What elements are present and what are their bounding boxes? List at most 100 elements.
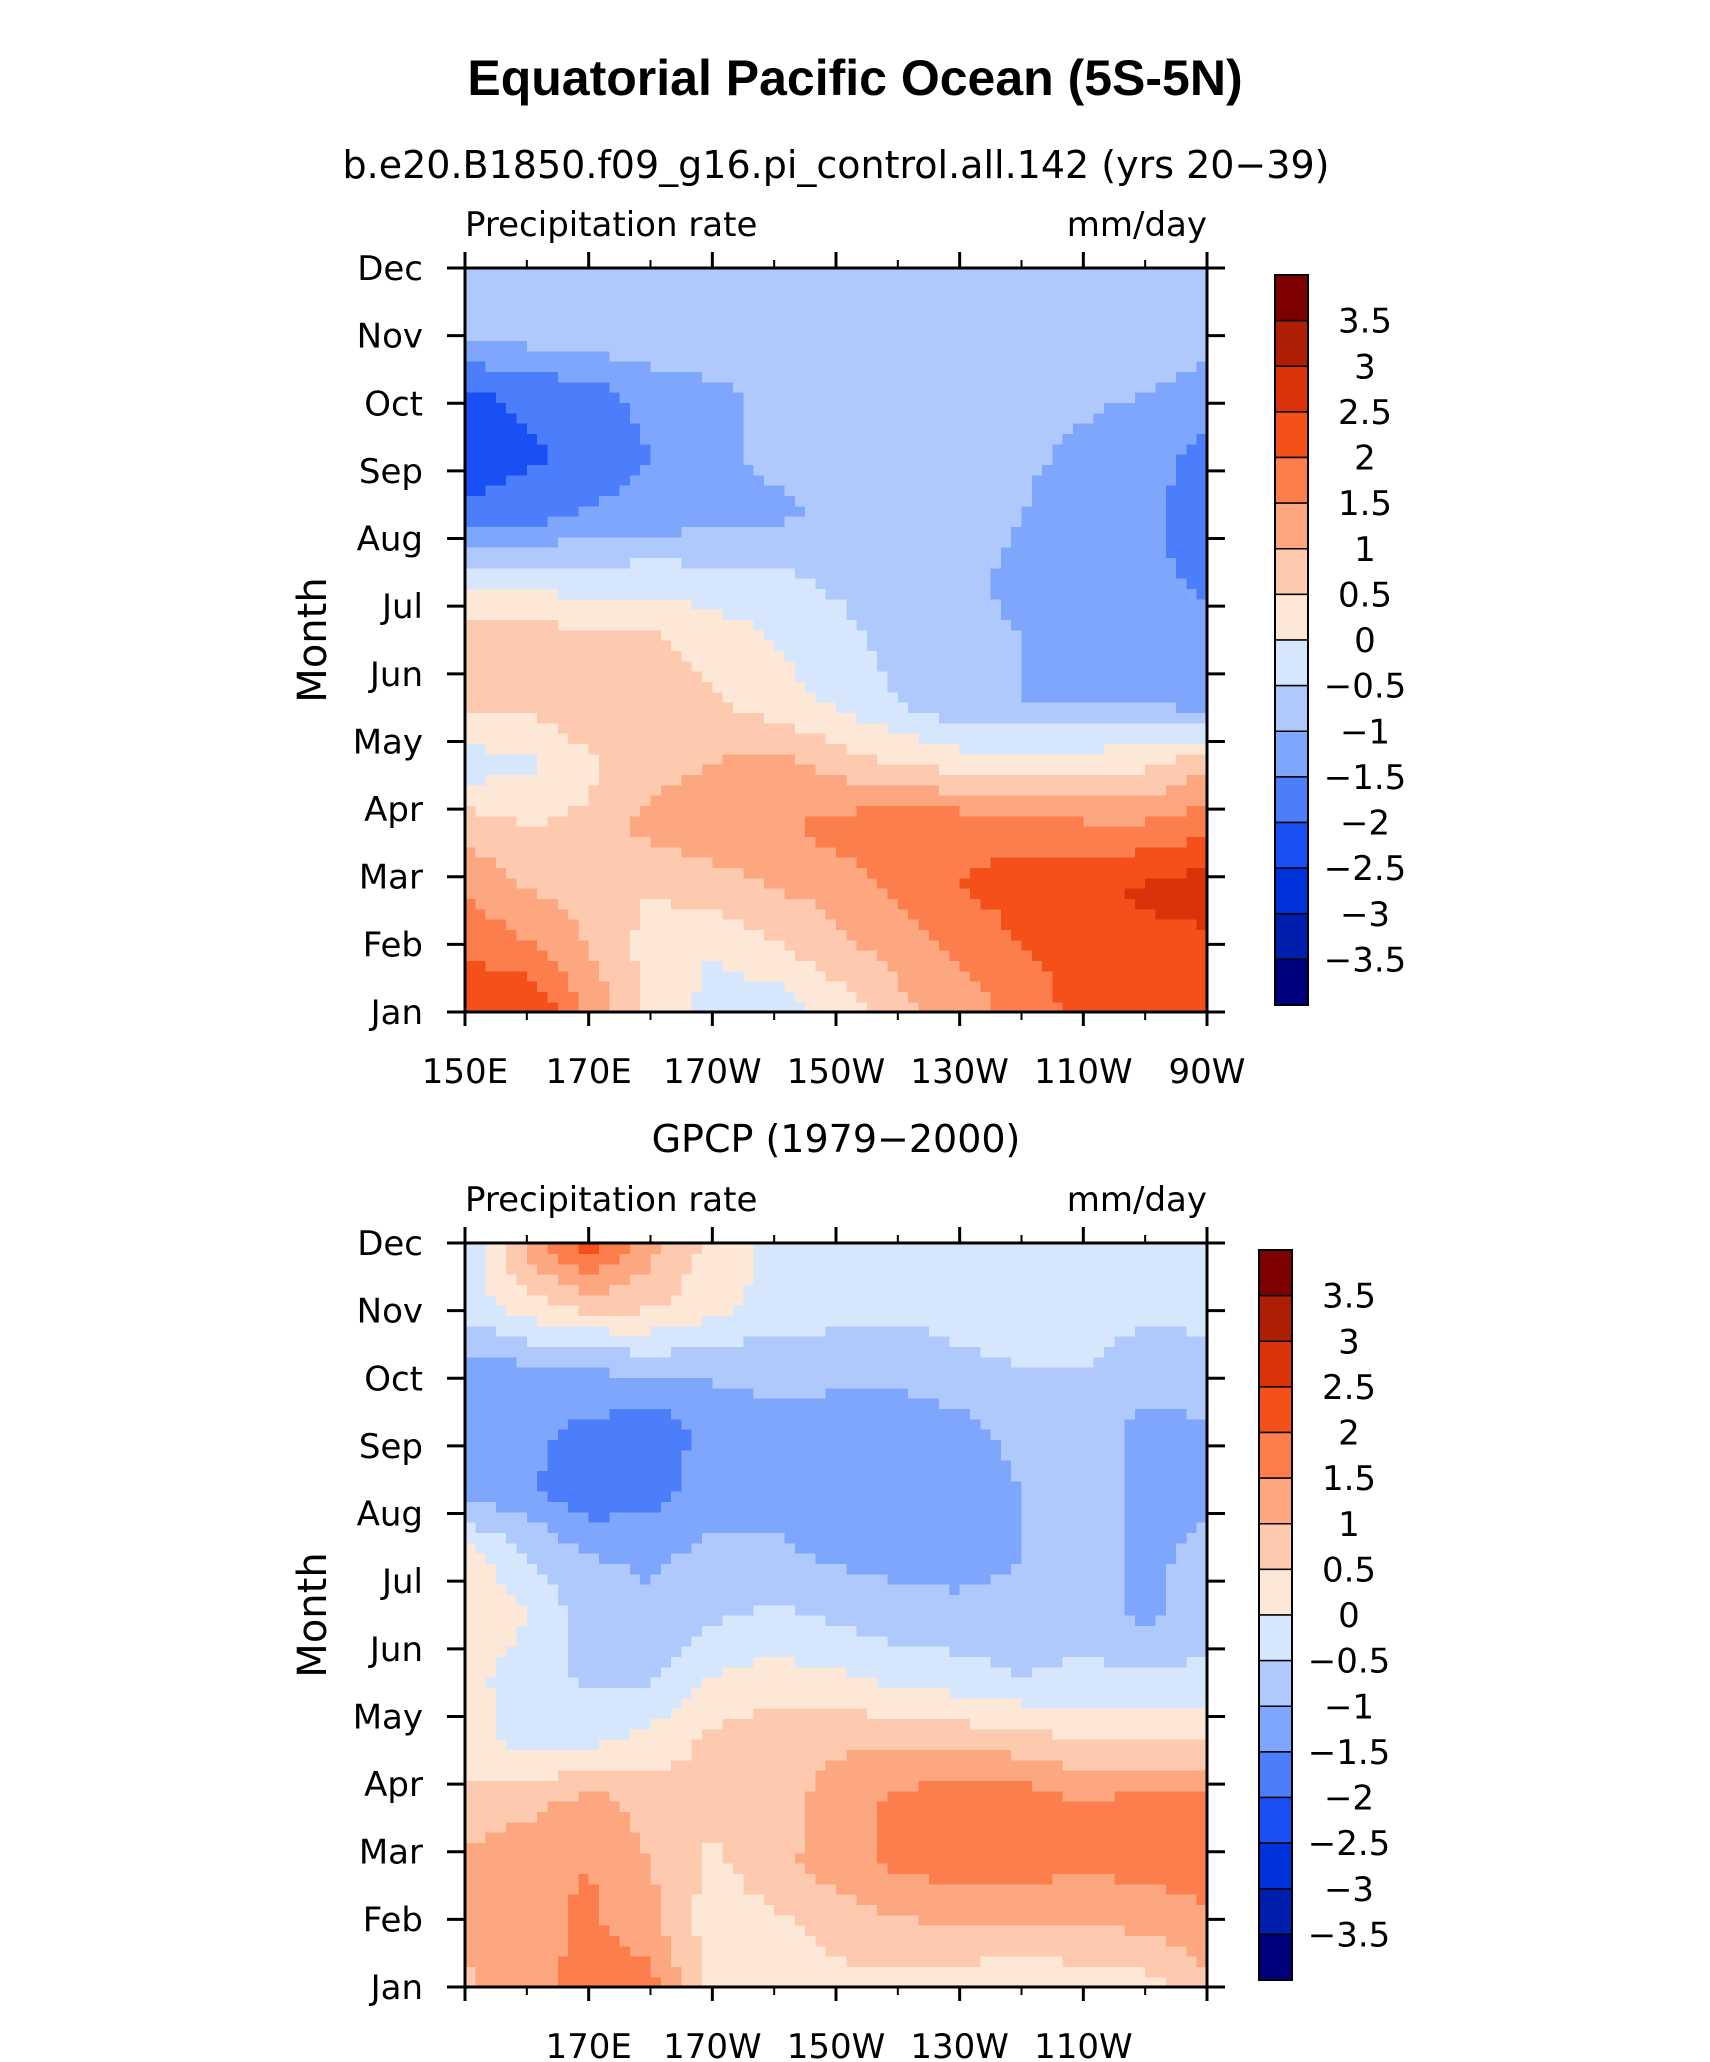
field-cell <box>1052 340 1064 352</box>
field-cell <box>722 1001 734 1013</box>
field-cell <box>1093 815 1105 827</box>
field-cell <box>1000 330 1012 341</box>
field-cell <box>897 650 909 662</box>
field-cell <box>465 598 476 610</box>
field-cell <box>990 753 1002 765</box>
field-cell <box>671 340 683 352</box>
field-cell <box>959 526 971 538</box>
field-cell <box>1062 908 1074 920</box>
field-cell <box>650 340 662 352</box>
field-cell <box>619 299 631 310</box>
field-cell <box>897 495 909 507</box>
field-cell <box>918 588 930 600</box>
field-cell <box>1134 846 1146 858</box>
field-cell <box>650 381 662 393</box>
field-cell <box>1093 929 1105 941</box>
field-cell <box>588 381 600 393</box>
field-cell <box>1000 970 1012 982</box>
field-cell <box>629 268 641 279</box>
field-cell <box>753 495 765 507</box>
field-cell <box>1176 857 1187 868</box>
field-cell <box>887 784 899 796</box>
field-cell <box>609 412 621 424</box>
field-cell <box>949 350 961 362</box>
field-cell <box>465 278 476 290</box>
field-cell <box>753 929 765 941</box>
field-cell <box>681 268 693 279</box>
field-cell <box>568 598 579 610</box>
field-cell <box>1145 826 1157 837</box>
field-cell <box>619 702 631 713</box>
field-cell <box>495 888 507 899</box>
field-cell <box>671 309 683 321</box>
field-cell <box>526 671 538 682</box>
field-cell <box>815 857 827 868</box>
field-cell <box>877 433 889 445</box>
field-cell <box>1103 619 1115 631</box>
field-cell <box>753 753 765 765</box>
field-cell <box>959 578 971 589</box>
field-cell <box>846 660 858 672</box>
field-cell <box>506 867 518 879</box>
field-cell <box>969 722 981 734</box>
field-cell <box>1155 505 1167 517</box>
field-cell <box>939 857 950 868</box>
field-cell <box>1052 660 1064 672</box>
field-cell <box>465 712 476 724</box>
field-cell <box>681 836 693 848</box>
field-cell <box>743 898 755 910</box>
field-cell <box>650 288 662 300</box>
field-cell <box>1145 784 1157 796</box>
field-cell <box>1165 970 1177 982</box>
field-cell <box>908 888 920 899</box>
field-cell <box>990 340 1002 352</box>
field-cell <box>959 609 971 620</box>
field-cell <box>1031 702 1043 713</box>
field-cell <box>980 908 992 920</box>
field-cell <box>629 567 641 579</box>
field-cell <box>805 319 816 331</box>
field-cell <box>516 826 528 837</box>
field-cell <box>1011 857 1023 868</box>
field-cell <box>660 815 672 827</box>
field-cell <box>1042 826 1054 837</box>
field-cell <box>815 567 827 579</box>
field-cell <box>774 929 786 941</box>
field-cell <box>691 536 703 548</box>
field-cell <box>568 950 579 961</box>
field-cell <box>763 505 775 517</box>
field-cell <box>1103 454 1115 465</box>
field-cell <box>877 950 889 961</box>
field-cell <box>681 867 693 879</box>
field-cell <box>784 929 796 941</box>
field-cell <box>1000 960 1012 972</box>
field-cell <box>495 268 507 279</box>
field-cell <box>537 392 549 403</box>
field-cell <box>660 939 672 951</box>
field-cell <box>1124 815 1136 827</box>
field-cell <box>537 836 549 848</box>
field-cell <box>887 309 899 321</box>
field-cell <box>722 774 734 786</box>
field-cell <box>1165 629 1177 641</box>
field-cell <box>949 412 961 424</box>
field-cell <box>1000 877 1012 889</box>
field-cell <box>671 412 683 424</box>
field-cell <box>691 381 703 393</box>
field-cell <box>526 516 538 527</box>
field-cell <box>537 815 549 827</box>
field-cell <box>1114 588 1126 600</box>
field-cell <box>1093 981 1105 992</box>
field-cell <box>588 495 600 507</box>
field-cell <box>681 650 693 662</box>
field-cell <box>836 330 847 341</box>
field-cell <box>640 433 652 445</box>
field-cell <box>1031 743 1043 755</box>
field-cell <box>660 805 672 817</box>
field-cell <box>763 733 775 744</box>
field-cell <box>526 846 538 858</box>
field-cell <box>629 805 641 817</box>
field-cell <box>702 464 713 476</box>
field-cell <box>506 826 518 837</box>
field-cell <box>1062 991 1074 1003</box>
